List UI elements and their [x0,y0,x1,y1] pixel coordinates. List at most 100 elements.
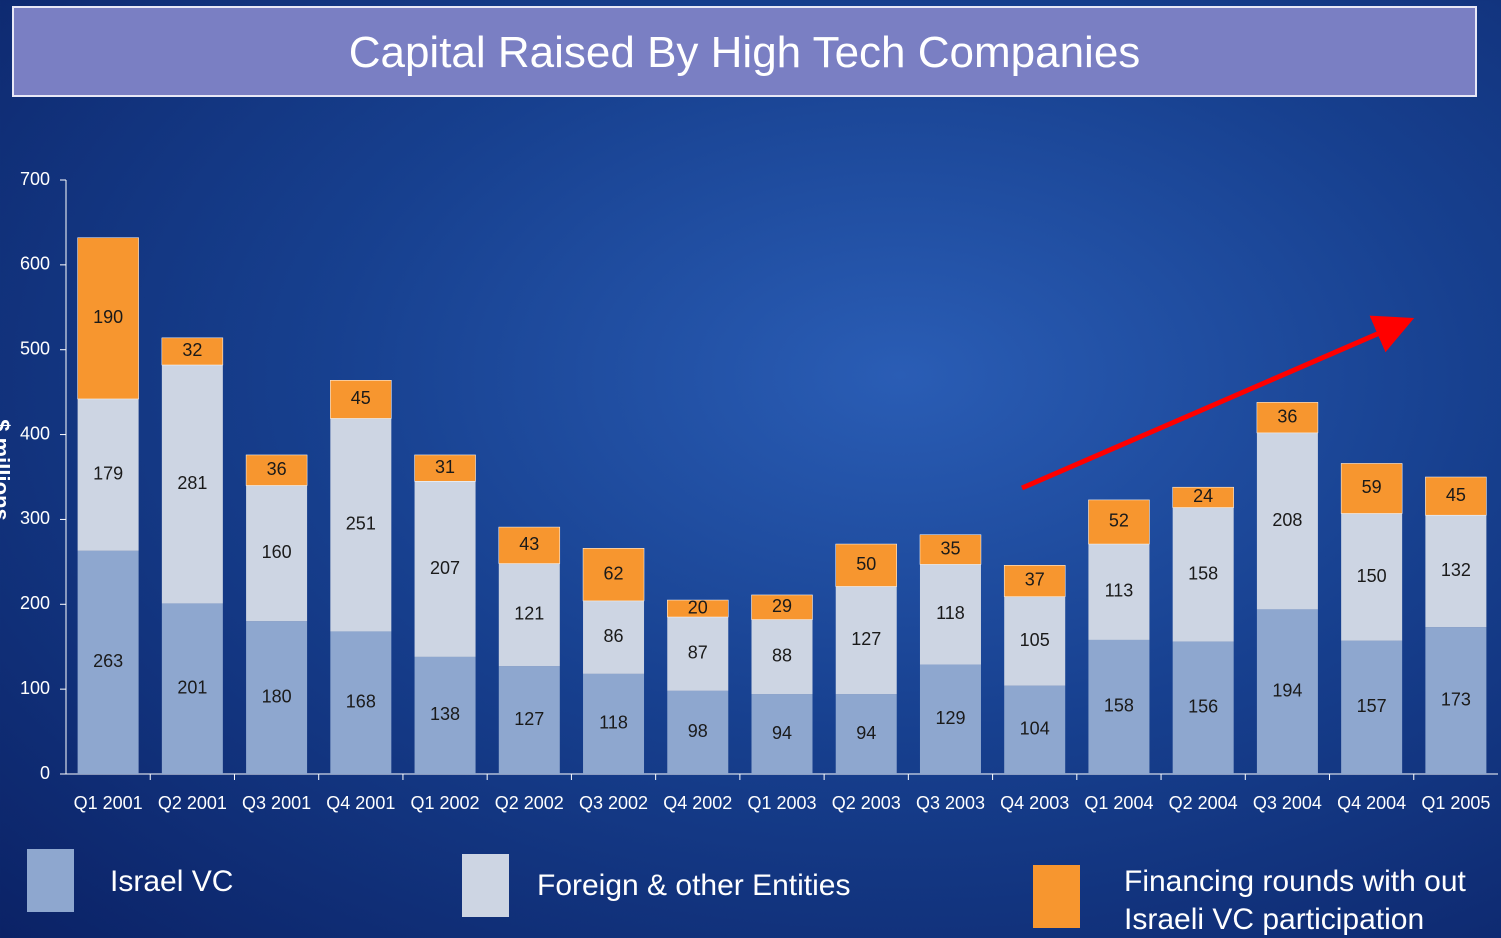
x-tick-label: Q3 2002 [579,793,648,813]
data-label: 127 [851,629,881,649]
data-label: 37 [1025,570,1045,590]
bar-segment [1172,507,1234,642]
x-tick-label: Q3 2001 [242,793,311,813]
x-tick-label: Q3 2004 [1253,793,1322,813]
bar-segment [1425,627,1487,774]
bar-segment [161,337,224,366]
data-label: 36 [267,459,287,479]
x-tick-label: Q2 2002 [495,793,564,813]
bar-segment [1341,513,1403,641]
data-label: 105 [1020,630,1050,650]
bar-segment [330,418,392,632]
bar-segment [919,564,981,665]
bar-segment [414,656,476,774]
data-label: 158 [1188,563,1218,583]
bar-segment [161,364,223,604]
bar-segment [77,398,139,551]
data-label: 150 [1357,566,1387,586]
y-tick-label: 0 [40,763,50,783]
bar-segment [667,617,729,691]
x-tick-label: Q2 2003 [832,793,901,813]
data-label: 87 [688,643,708,663]
legend-swatch [27,849,74,912]
data-label: 104 [1020,719,1050,739]
data-label: 62 [604,563,624,583]
bar-segment [1172,486,1234,508]
x-tick-label: Q2 2004 [1169,793,1238,813]
data-label: 50 [856,554,876,574]
data-label: 118 [599,713,628,733]
data-label: 138 [430,704,460,724]
legend-label: Foreign & other Entities [537,869,851,902]
legend-swatch [462,854,509,917]
data-label: 190 [93,307,123,327]
bar-segment [751,694,813,774]
data-label: 179 [93,464,123,484]
data-label: 263 [93,651,123,671]
y-tick-label: 600 [20,254,50,274]
bar-segment [330,380,392,419]
bar-segment [751,594,813,620]
bar-segment [245,454,308,486]
data-label: 156 [1188,697,1218,717]
y-tick-label: 300 [20,508,50,528]
trend-arrow [1021,315,1415,491]
bar-segment [77,237,139,400]
data-label: 281 [177,473,207,493]
x-tick-label: Q1 2005 [1421,793,1490,813]
data-label: 208 [1272,510,1302,530]
data-label: 86 [604,626,624,646]
bar-segment [1425,515,1487,628]
bar-segment [835,543,897,587]
x-tick-label: Q4 2001 [326,793,395,813]
data-label: 129 [935,708,965,728]
data-label: 201 [177,677,207,697]
y-axis-label: $ millions [0,419,14,520]
data-label: 168 [346,691,376,711]
data-label: 94 [772,723,792,743]
bar-segment [1088,544,1150,640]
chart-title: Capital Raised By High Tech Companies [12,6,1477,97]
data-label: 132 [1441,560,1471,580]
data-label: 52 [1109,511,1129,531]
bar-segment [751,619,813,695]
y-tick-label: 100 [20,678,50,698]
data-label: 98 [688,721,708,741]
bar-segment [498,526,561,564]
y-tick-label: 500 [20,338,50,358]
bar-segment [1088,639,1150,774]
data-label: 160 [262,542,292,562]
x-tick-label: Q4 2002 [663,793,732,813]
bar-segment [1172,641,1234,774]
data-label: 88 [772,646,792,666]
bar-segment [1003,565,1066,597]
bar-segment [919,534,982,565]
bar-segment [582,548,645,602]
bar-segment [1256,402,1319,434]
bar-segment [330,631,392,774]
y-tick-label: 200 [20,593,50,613]
x-tick-label: Q1 2003 [747,793,816,813]
data-label: 121 [514,604,544,624]
data-label: 158 [1104,696,1134,716]
bar-segment [414,481,476,657]
data-label: 31 [435,457,455,477]
data-label: 29 [772,596,792,616]
x-tick-label: Q3 2003 [916,793,985,813]
data-label: 43 [519,534,539,554]
bar-segment [583,600,645,674]
bar-segment [1004,596,1066,686]
bar-segment [246,485,308,622]
bar-segment [1004,685,1066,774]
bar-segment [1340,463,1403,514]
bar-segment [919,664,981,774]
data-label: 45 [351,388,371,408]
data-label: 94 [856,723,876,743]
bar-segment [835,694,897,774]
data-label: 20 [688,597,708,617]
data-label: 251 [346,514,376,534]
bar-segment [246,621,308,774]
data-label: 24 [1193,486,1213,506]
data-label: 45 [1446,485,1466,505]
